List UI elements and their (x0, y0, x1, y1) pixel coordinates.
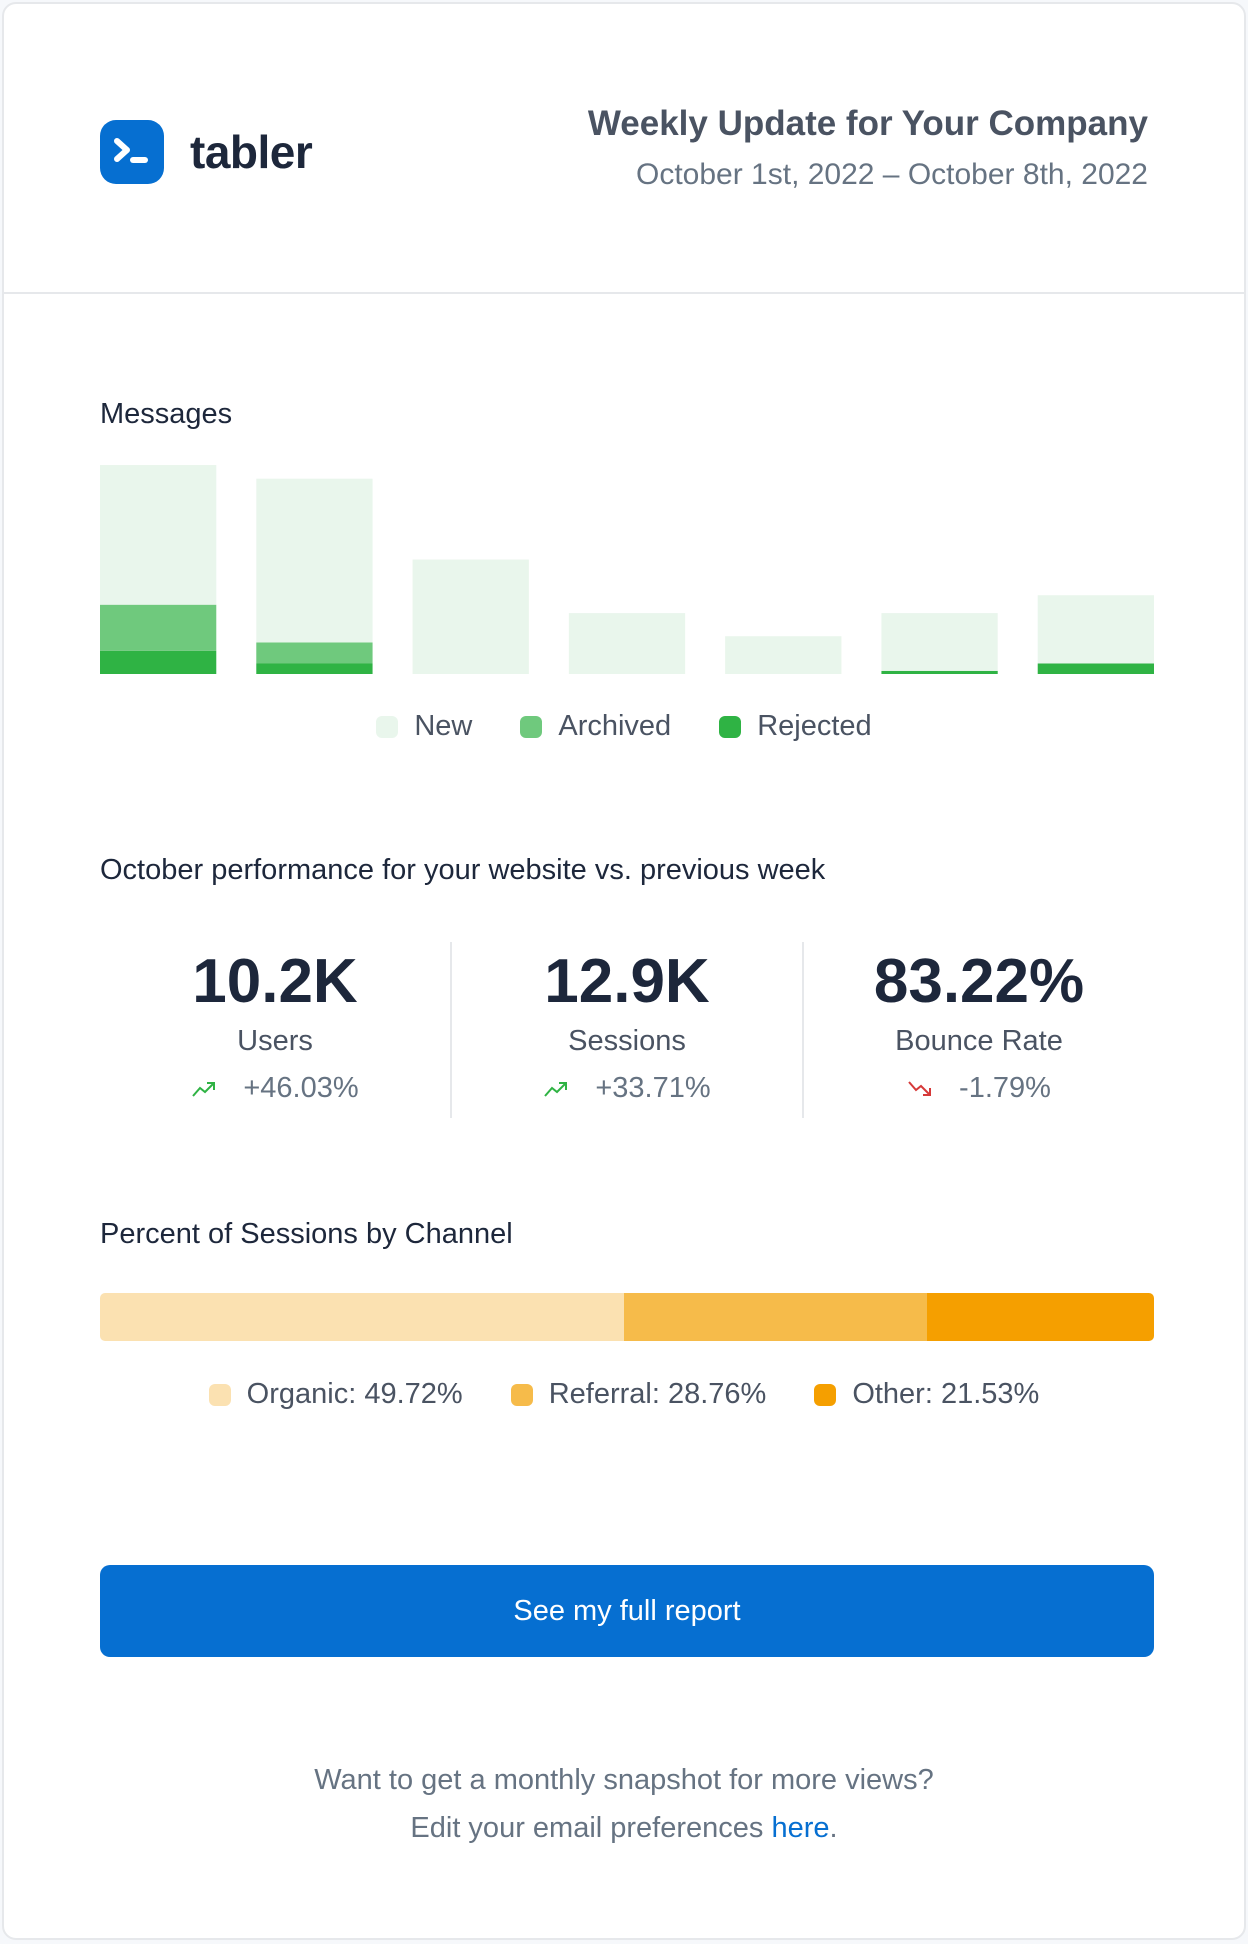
bar-new-5 (725, 636, 842, 674)
messages-heading: Messages (100, 398, 233, 430)
messages-legend: New Archived Rejected (4, 710, 1244, 743)
brand-name: tabler (190, 126, 313, 178)
stat-users: 10.2K Users +46.03% (100, 942, 452, 1118)
channel-legend-item: Referral: 28.76% (510, 1378, 767, 1411)
trending-up-icon (192, 1081, 216, 1097)
stat-sessions: 12.9K Sessions +33.71% (452, 942, 804, 1118)
legend-swatch (376, 715, 399, 738)
header: tabler Weekly Update for Your Company Oc… (4, 4, 1244, 294)
legend-swatch (520, 715, 543, 738)
stat-label: Sessions (568, 1025, 686, 1057)
tabler-logo-icon (100, 120, 164, 184)
channel-legend-item: Organic: 49.72% (208, 1378, 463, 1411)
legend-swatch (510, 1383, 533, 1406)
stat-bounce-rate: 83.22% Bounce Rate -1.79% (804, 942, 1154, 1118)
stat-change: +46.03% (243, 1072, 359, 1104)
channel-segment-2 (927, 1293, 1154, 1341)
bar-new-3 (412, 559, 529, 674)
stat-value: 83.22% (873, 947, 1085, 1016)
bar-new-6 (881, 613, 998, 671)
stat-change: +33.71% (595, 1072, 711, 1104)
legend-label: Rejected (757, 710, 872, 742)
footer: Want to get a monthly snapshot for more … (4, 1756, 1244, 1852)
legend-swatch (719, 715, 742, 738)
channel-segment-1 (624, 1293, 928, 1341)
legend-swatch (814, 1383, 837, 1406)
legend-item-archived: Archived (520, 710, 671, 743)
channel-legend-item: Other: 21.53% (814, 1378, 1039, 1411)
see-full-report-button[interactable]: See my full report (100, 1565, 1154, 1657)
stat-value: 12.9K (544, 947, 710, 1016)
stat-value: 10.2K (192, 947, 358, 1016)
footer-line-2: Edit your email preferences (410, 1812, 772, 1844)
bar-new-2 (256, 478, 373, 643)
bar-rejected-1 (100, 650, 217, 674)
logo[interactable]: tabler (100, 120, 313, 184)
channel-label: Referral: 28.76% (548, 1378, 767, 1410)
stats-row: 10.2K Users +46.03% 12.9K Sessions +33.71% 83.… (100, 942, 1154, 1118)
bar-new-7 (1037, 595, 1154, 664)
preferences-link[interactable]: here (771, 1812, 830, 1844)
channels-legend: Organic: 49.72% Referral: 28.76% Other: 21… (4, 1378, 1244, 1411)
stat-change: -1.79% (959, 1072, 1051, 1104)
bar-new-1 (100, 465, 217, 605)
stat-label: Bounce Rate (895, 1025, 1063, 1057)
report-title: Weekly Update for Your Company (587, 104, 1148, 143)
legend-item-rejected: Rejected (719, 710, 872, 743)
bar-rejected-7 (1037, 663, 1154, 674)
channels-heading: Percent of Sessions by Channel (100, 1218, 513, 1250)
performance-heading: October performance for your website vs.… (100, 854, 826, 886)
trending-down-icon (908, 1080, 932, 1096)
bar-archived-2 (256, 642, 373, 664)
legend-label: Archived (558, 710, 672, 742)
bar-new-4 (568, 613, 686, 674)
channel-label: Organic: 49.72% (246, 1378, 463, 1410)
bar-rejected-2 (256, 663, 373, 674)
bar-archived-1 (100, 604, 217, 651)
bar-rejected-6 (881, 670, 998, 674)
channel-label: Other: 21.53% (852, 1378, 1040, 1410)
channels-progress-bar (100, 1293, 1154, 1341)
legend-swatch (208, 1383, 231, 1406)
legend-item-new: New (376, 710, 472, 743)
stat-label: Users (237, 1025, 313, 1057)
channel-segment-0 (100, 1293, 624, 1341)
trending-up-icon (544, 1081, 568, 1097)
footer-period: . (829, 1812, 838, 1844)
date-range: October 1st, 2022 – October 8th, 2022 (636, 158, 1148, 191)
messages-chart (100, 465, 1154, 674)
footer-line-1: Want to get a monthly snapshot for more … (314, 1764, 934, 1796)
legend-label: New (414, 710, 473, 742)
